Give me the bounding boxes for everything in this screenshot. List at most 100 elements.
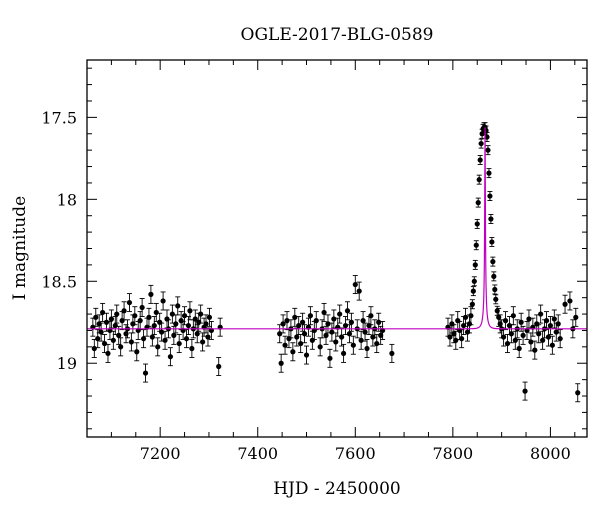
data-point: [490, 259, 496, 265]
data-point: [352, 281, 358, 288]
data-point: [470, 288, 476, 294]
data-point: [277, 331, 283, 337]
y-tick-label: 18: [57, 190, 77, 209]
data-point: [159, 329, 165, 335]
data-point: [547, 322, 554, 329]
data-point: [473, 242, 479, 248]
data-point: [278, 360, 284, 366]
data-point: [100, 309, 106, 316]
data-point: [151, 322, 157, 329]
data-point: [447, 334, 453, 340]
data-point: [567, 298, 573, 304]
data-point: [98, 329, 104, 335]
data-point: [464, 329, 471, 335]
data-point: [284, 318, 290, 324]
data-point: [205, 334, 211, 340]
data-point: [313, 318, 319, 324]
data-point: [553, 329, 559, 335]
data-point: [492, 286, 498, 293]
data-point: [526, 316, 532, 322]
data-point: [149, 334, 155, 340]
data-point: [508, 331, 514, 337]
data-point: [468, 313, 474, 319]
data-point: [192, 316, 198, 322]
data-point: [294, 334, 300, 340]
data-point: [370, 334, 376, 340]
x-tick-label: 7800: [432, 444, 473, 463]
data-point: [167, 354, 174, 360]
y-tick-label: 17.5: [41, 108, 77, 127]
data-point: [307, 313, 314, 319]
data-point: [203, 321, 209, 327]
data-point: [303, 352, 310, 358]
data-point: [487, 193, 493, 199]
data-point: [139, 304, 145, 311]
y-tick-label: 19: [57, 354, 77, 373]
data-point: [183, 336, 190, 342]
data-point: [108, 316, 114, 322]
data-point: [142, 370, 149, 376]
data-point: [362, 329, 368, 335]
data-point: [178, 318, 184, 324]
data-point: [162, 337, 168, 343]
data-point: [532, 347, 538, 353]
data-point: [453, 337, 459, 343]
x-tick-label: 8000: [530, 444, 571, 463]
data-point: [126, 299, 133, 306]
data-point: [451, 331, 457, 337]
data-point: [309, 337, 315, 343]
data-point: [329, 329, 335, 335]
data-point: [540, 337, 546, 343]
data-point: [348, 319, 354, 325]
data-point: [489, 239, 495, 245]
data-point: [538, 311, 544, 317]
data-point: [169, 311, 175, 317]
data-point: [366, 322, 372, 329]
data-point: [112, 322, 118, 329]
data-point: [157, 319, 163, 325]
model-curve: [87, 127, 587, 330]
data-point: [327, 355, 333, 361]
data-point: [298, 340, 304, 347]
data-point: [358, 337, 364, 343]
data-point: [471, 278, 477, 284]
data-point: [114, 311, 120, 317]
x-tick-label: 7200: [140, 444, 181, 463]
data-point: [545, 334, 552, 340]
data-point: [360, 318, 366, 324]
data-point: [128, 339, 134, 345]
data-point: [118, 344, 124, 350]
data-point: [216, 363, 222, 370]
data-point: [200, 339, 206, 345]
data-point: [130, 321, 136, 327]
data-point: [356, 288, 362, 294]
y-axis-label: I magnitude: [10, 196, 30, 300]
data-point: [132, 313, 138, 319]
y-tick-label: 18.5: [41, 272, 77, 291]
data-point: [110, 337, 116, 343]
data-point: [389, 350, 395, 357]
data-point: [282, 342, 288, 348]
data-point: [292, 314, 298, 320]
data-point: [364, 345, 370, 352]
data-point: [555, 321, 561, 327]
data-point: [105, 350, 111, 357]
data-point: [512, 337, 518, 343]
x-tick-label: 7600: [335, 444, 376, 463]
data-point: [331, 316, 337, 322]
data-point: [528, 339, 534, 345]
data-point: [301, 331, 308, 337]
data-point: [557, 336, 563, 342]
data-point: [148, 291, 154, 297]
data-point: [573, 314, 579, 320]
data-point: [137, 318, 143, 324]
data-point: [333, 339, 339, 345]
data-point: [376, 319, 382, 325]
data-point: [155, 344, 161, 350]
data-point: [181, 313, 188, 319]
data-point: [93, 314, 99, 320]
data-point: [91, 345, 97, 352]
data-point: [337, 311, 343, 317]
data-point: [562, 301, 568, 307]
data-point: [536, 331, 542, 337]
